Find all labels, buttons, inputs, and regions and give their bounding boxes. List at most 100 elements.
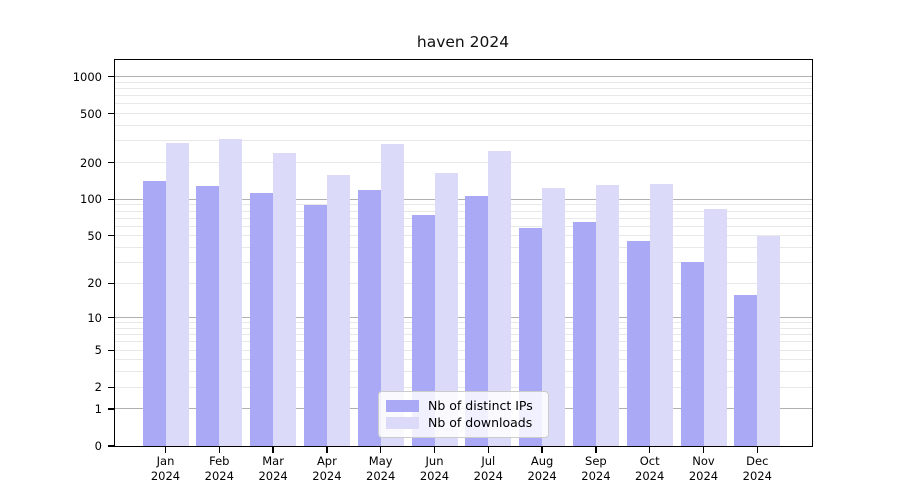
gridline-minor [115, 235, 812, 237]
legend-swatch-downloads [386, 417, 419, 429]
x-tick-label: Sep 2024 [581, 454, 611, 483]
bar-downloads-aug [542, 187, 566, 446]
bar-distinct-ips-jul [465, 196, 489, 446]
gridline-major [115, 198, 812, 200]
x-tick-label: Mar 2024 [258, 454, 288, 483]
bar-downloads-oct [649, 184, 673, 446]
bar-downloads-jul [488, 150, 512, 446]
legend: Nb of distinct IPs Nb of downloads [378, 391, 549, 438]
x-tick-label: Dec 2024 [742, 454, 772, 483]
bar-distinct-ips-nov [680, 262, 704, 446]
y-tick-label: 20 [87, 276, 102, 291]
y-tick-label: 5 [94, 343, 102, 358]
gridline-minor [115, 140, 812, 142]
bar-downloads-feb [219, 138, 243, 446]
gridline-minor [115, 204, 812, 206]
gridline-minor [115, 386, 812, 388]
y-tick-mark [107, 282, 114, 284]
x-tick-mark [541, 447, 543, 454]
gridline-minor [115, 247, 812, 248]
x-tick-label: Aug 2024 [527, 454, 557, 483]
gridline-minor [115, 113, 812, 115]
bar-distinct-ips-dec [734, 294, 758, 446]
gridline-minor [115, 162, 812, 164]
x-tick-mark [272, 447, 274, 454]
bar-downloads-jan [165, 142, 189, 446]
x-tick-mark [487, 447, 489, 454]
legend-label-downloads: Nb of downloads [428, 415, 533, 430]
y-tick-label: 0 [94, 439, 102, 453]
chart-title: haven 2024 [416, 33, 510, 51]
gridline-major [115, 317, 812, 319]
legend-item-distinct-ips: Nb of distinct IPs [386, 399, 548, 413]
legend-label-distinct-ips: Nb of distinct IPs [428, 398, 533, 413]
gridline-minor [115, 349, 812, 351]
y-tick-label: 10 [87, 310, 102, 325]
y-tick-label: 1 [94, 401, 102, 416]
gridline-minor [115, 261, 812, 263]
x-tick-mark [218, 447, 220, 454]
gridline-minor [115, 322, 812, 324]
legend-swatch-distinct-ips [386, 400, 419, 412]
x-tick-label: Oct 2024 [635, 454, 665, 483]
x-tick-mark [649, 447, 651, 454]
y-tick-mark [107, 386, 114, 388]
bar-distinct-ips-oct [626, 241, 650, 446]
gridline-minor [115, 341, 812, 343]
y-tick-mark [107, 161, 114, 164]
x-tick-mark [380, 447, 382, 454]
bar-downloads-nov [703, 209, 727, 446]
y-tick-mark [107, 76, 114, 78]
gridline-minor [115, 217, 812, 219]
x-tick-mark [433, 447, 436, 454]
y-tick-mark [107, 198, 114, 200]
bar-distinct-ips-feb [196, 186, 220, 446]
bar-distinct-ips-jan [142, 181, 166, 446]
x-tick-mark [164, 447, 167, 454]
x-tick-label: May 2024 [366, 454, 396, 483]
bar-distinct-ips-sep [572, 222, 596, 446]
gridline-minor [115, 103, 812, 105]
gridline-minor [115, 359, 812, 361]
y-tick-mark [107, 317, 114, 319]
y-tick-label: 50 [87, 228, 102, 243]
x-tick-mark [756, 447, 758, 454]
bar-distinct-ips-jun [411, 214, 435, 446]
bar-downloads-jun [434, 172, 458, 446]
x-tick-mark [595, 447, 597, 454]
y-tick-label: 200 [80, 155, 102, 170]
gridline-major [115, 76, 812, 78]
gridline-minor [115, 282, 812, 284]
gridline-minor [115, 81, 812, 83]
gridline-minor [115, 125, 812, 127]
y-tick-label: 500 [80, 106, 102, 121]
y-tick-mark [107, 235, 114, 237]
x-tick-mark [702, 447, 705, 454]
x-tick-label: Jul 2024 [473, 454, 503, 483]
gridline-minor [115, 210, 812, 212]
gridline-minor [115, 334, 812, 336]
x-tick-label: Jan 2024 [150, 454, 181, 483]
y-tick-mark [107, 349, 114, 351]
bar-distinct-ips-mar [250, 192, 274, 446]
gridline-minor [115, 95, 812, 97]
x-tick-label: Jun 2024 [419, 454, 450, 483]
y-tick-label: 1000 [72, 69, 102, 84]
gridline-minor [115, 371, 812, 373]
bar-distinct-ips-may [357, 189, 381, 446]
x-tick-label: Feb 2024 [204, 454, 234, 483]
x-tick-label: Nov 2024 [688, 454, 719, 483]
y-tick-label: 2 [94, 380, 102, 395]
y-tick-mark [107, 408, 114, 410]
bar-downloads-may [380, 143, 404, 446]
gridline-minor [115, 88, 812, 90]
gridline-minor [115, 328, 812, 330]
bar-downloads-apr [326, 175, 350, 446]
x-tick-label: Apr 2024 [312, 454, 342, 483]
bar-distinct-ips-apr [303, 204, 327, 446]
y-tick-mark [107, 445, 114, 447]
bar-downloads-mar [273, 152, 297, 446]
y-tick-label: 100 [80, 192, 102, 207]
gridline-minor [115, 225, 812, 227]
